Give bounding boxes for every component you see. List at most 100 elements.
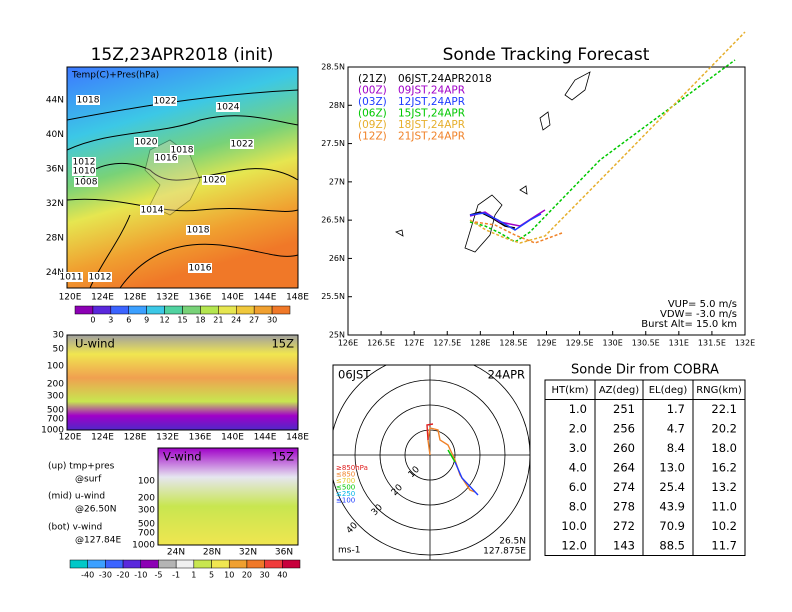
colorbar-label: 6	[126, 316, 131, 325]
isobar-label: 1018	[187, 226, 210, 236]
table-title: Sonde Dir from COBRA	[571, 363, 719, 378]
legend-label: 06JST,24APR2018	[398, 73, 492, 85]
level-label: ≤700	[336, 477, 355, 485]
pressure-label: 100	[47, 362, 64, 372]
lon-label: 131E	[669, 339, 689, 348]
colorbar-cell	[69, 559, 88, 569]
colorbar-label: 1	[191, 571, 196, 580]
note: (mid) u-wind	[48, 492, 105, 502]
hodograph-unit: ms-1	[338, 546, 360, 556]
lon-label: 132E	[735, 339, 755, 348]
isobar-label: 1024	[217, 103, 240, 113]
colorbar-cell	[92, 305, 112, 315]
lon-label: 124E	[91, 293, 114, 303]
lat-label: 32N	[239, 548, 257, 558]
pressure-label: 100	[138, 477, 155, 487]
table-cell: 2.0	[569, 421, 587, 435]
pressure-label: 500	[47, 406, 64, 416]
table-cell: 25.4	[659, 480, 685, 494]
lon-label: 128.5E	[499, 339, 527, 348]
table-cell: 143	[613, 538, 635, 552]
table-cell: 12.0	[561, 538, 587, 552]
table-cell: 6.0	[569, 480, 587, 494]
track	[469, 31, 746, 244]
pressure-label: 700	[47, 415, 64, 425]
isobar-label: 1012	[89, 273, 112, 283]
lon-label: 128E	[124, 433, 147, 443]
isobar-label: 1014	[141, 206, 164, 216]
table-cell: 1.0	[569, 402, 587, 416]
pressure-label: 200	[138, 494, 155, 504]
table-header: RNG(km)	[696, 385, 742, 396]
colorbar-label: 21	[213, 316, 223, 325]
track	[469, 59, 736, 243]
colorbar-cell	[105, 559, 124, 569]
isobar-label: 1018	[77, 96, 100, 106]
level-label: ≤500	[336, 484, 355, 492]
colorbar-label: -40	[81, 571, 94, 580]
colorbar-label: -20	[117, 571, 130, 580]
isobar-label-box	[76, 95, 100, 105]
pressure-label: 300	[138, 506, 155, 516]
level-label: ≤250	[336, 490, 355, 498]
legend-time: (06Z)	[358, 108, 387, 120]
table-cell: 22.1	[711, 402, 737, 416]
colorbar-label: 18	[195, 316, 205, 325]
colorbar-cell	[246, 559, 265, 569]
pressure-label: 500	[138, 520, 155, 530]
lon-label: 126E	[338, 339, 358, 348]
level-label: ≤850	[336, 471, 355, 479]
colorbar-cell	[175, 559, 195, 569]
isobars	[66, 89, 299, 289]
note: (bot) v-wind	[48, 523, 102, 533]
isobar-label-box	[59, 272, 83, 282]
isobar-label-box	[202, 175, 226, 185]
table-cell: 1.7	[667, 402, 685, 416]
isobar-label-box	[134, 137, 158, 147]
table-frame	[544, 379, 746, 556]
table-cell: 70.9	[659, 519, 685, 533]
lat-label: 36N	[46, 165, 64, 175]
tracking-map	[347, 66, 746, 336]
lon-label: 120E	[59, 433, 82, 443]
legend-time: (00Z)	[358, 85, 387, 97]
table-cell: 18.0	[711, 441, 737, 455]
lat-label: 24N	[46, 268, 64, 278]
track	[469, 212, 542, 231]
colorbar-cell	[253, 305, 273, 315]
table-cell: 8.4	[667, 441, 685, 455]
lon-label: 148E	[286, 433, 309, 443]
lat-label: 24N	[167, 548, 185, 558]
legend-label: 21JST,24APR	[398, 131, 465, 143]
isobar-label: 1016	[189, 264, 212, 274]
colorbar-cell	[182, 305, 201, 315]
lon-label: 136E	[189, 293, 212, 303]
legend-label: 09JST,24APR	[398, 85, 465, 97]
table-cell: 251	[613, 402, 635, 416]
hodograph-time: 06JST	[338, 368, 371, 382]
colorbar-cell	[228, 559, 248, 569]
colorbar-cell	[282, 559, 301, 569]
colorbar-label: 10	[224, 571, 234, 580]
isobar-label: 1011	[60, 273, 83, 283]
temperature-field	[66, 66, 299, 289]
lon-label: 148E	[286, 293, 309, 303]
table-cell: 8.0	[569, 499, 587, 513]
table-cell: 10.0	[561, 519, 587, 533]
colorbar-label: 0	[90, 316, 95, 325]
colorbar-cell	[74, 305, 94, 315]
table-cell: 13.2	[711, 480, 737, 494]
lon-label: 130E	[603, 339, 623, 348]
hodograph-rings	[333, 365, 530, 560]
colorbar-cell	[110, 305, 130, 315]
lat-label: 40N	[46, 130, 64, 140]
level-label: ≥850hPa	[336, 464, 368, 472]
table-cell: 43.9	[659, 499, 685, 513]
colorbar-cell	[271, 305, 291, 315]
pressure-label: 300	[47, 392, 64, 402]
isobar-label: 1010	[73, 167, 96, 177]
isobar-label-box	[140, 205, 164, 215]
colorbar-cell	[158, 559, 177, 569]
table-cell: 11.7	[711, 538, 737, 552]
table-cell: 4.7	[667, 421, 685, 435]
